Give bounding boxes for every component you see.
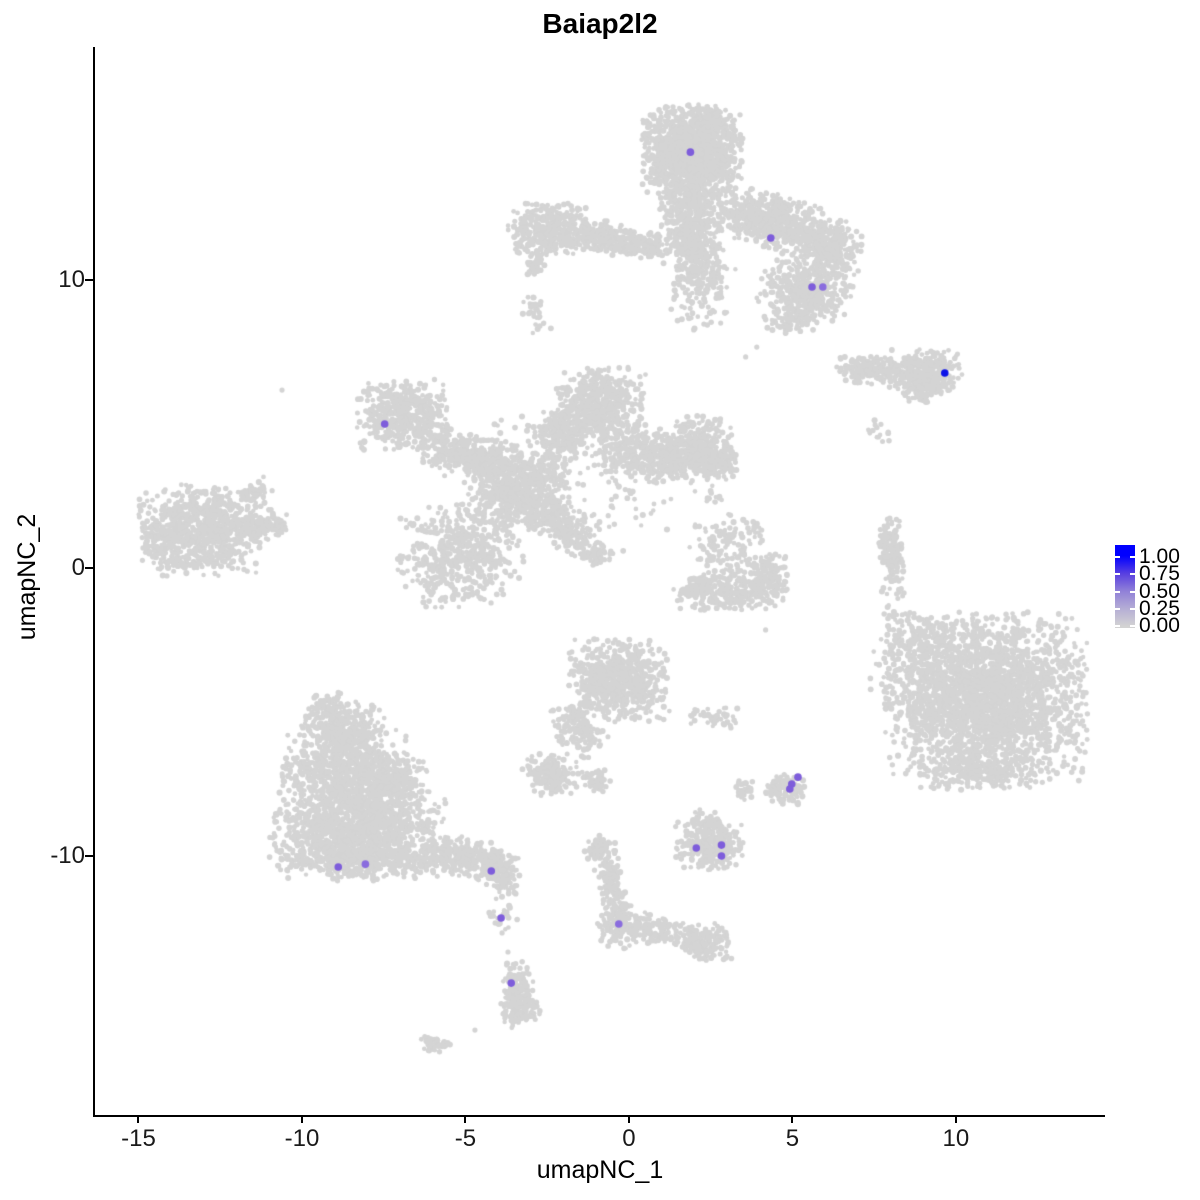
colorbar-label: 0.25 xyxy=(1139,596,1180,620)
x-tick-mark xyxy=(137,1115,140,1123)
x-tick-mark xyxy=(791,1115,794,1123)
y-axis-title: umapNC_2 xyxy=(13,513,41,641)
colorbar-tick xyxy=(1115,573,1120,576)
colorbar-tick xyxy=(1115,590,1120,593)
x-tick-mark xyxy=(464,1115,467,1123)
y-tick-mark xyxy=(85,567,93,570)
y-tick-mark xyxy=(85,279,93,281)
colorbar-label: 0.50 xyxy=(1139,579,1180,603)
colorbar-gradient xyxy=(1115,545,1135,628)
x-tick-label: -10 xyxy=(284,1125,320,1152)
x-tick-mark xyxy=(627,1115,630,1123)
y-tick-label: -10 xyxy=(50,842,85,870)
colorbar-label: 0.75 xyxy=(1139,562,1180,586)
colorbar-tick xyxy=(1130,573,1135,576)
colorbar-tick xyxy=(1115,625,1120,627)
expression-colorbar-legend: 1.00 0.75 0.50 0.25 0.00 xyxy=(1108,538,1200,638)
x-tick-label: -5 xyxy=(454,1125,477,1152)
colorbar-tick xyxy=(1130,590,1135,593)
colorbar-tick xyxy=(1115,607,1120,610)
colorbar-tick xyxy=(1130,625,1135,627)
y-tick-mark xyxy=(85,855,93,858)
colorbar-label: 0.00 xyxy=(1139,614,1180,637)
y-tick-label: 0 xyxy=(71,554,85,582)
y-tick-label: 10 xyxy=(58,266,85,293)
colorbar-tick xyxy=(1115,556,1120,558)
x-tick-label: 5 xyxy=(785,1125,800,1152)
x-tick-mark xyxy=(954,1115,957,1123)
plot-area xyxy=(93,47,1105,1117)
colorbar-tick xyxy=(1130,607,1135,610)
x-tick-label: 10 xyxy=(942,1125,970,1152)
plot-title: Baiap2l2 xyxy=(542,8,658,39)
x-tick-mark xyxy=(300,1115,303,1123)
x-axis-title: umapNC_1 xyxy=(536,1156,664,1184)
umap-points-canvas xyxy=(95,47,1105,1115)
x-tick-label: 0 xyxy=(622,1125,636,1152)
colorbar-label: 1.00 xyxy=(1139,545,1180,568)
x-tick-label: -15 xyxy=(121,1125,156,1152)
colorbar-tick xyxy=(1130,556,1135,558)
